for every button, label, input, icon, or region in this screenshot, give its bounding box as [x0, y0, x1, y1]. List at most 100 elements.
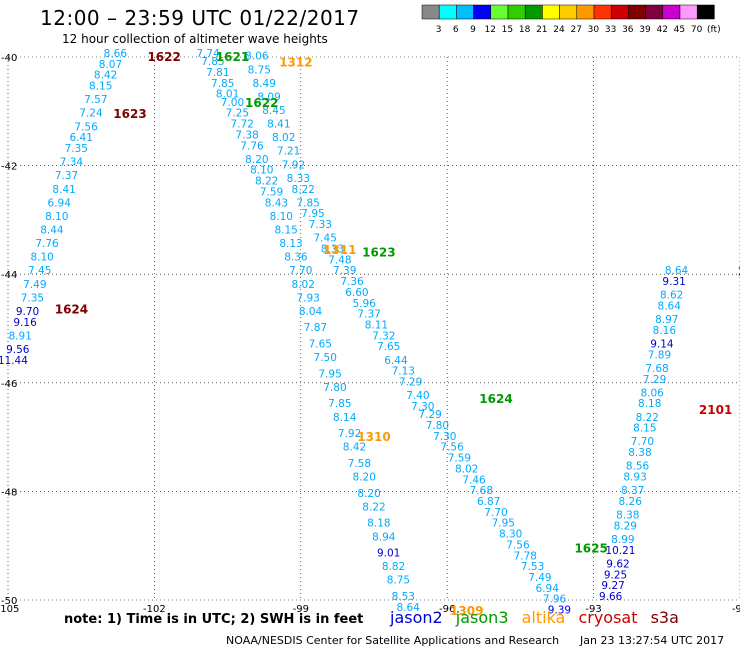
- data-point-label: 7.78: [514, 550, 537, 562]
- pass-time-annotation: 1310: [357, 430, 390, 444]
- colorbar-label: 39: [639, 25, 651, 35]
- data-point-label: 8.44: [40, 224, 64, 236]
- data-point-label: 9.01: [377, 548, 400, 560]
- data-point-label: 7.56: [440, 442, 464, 454]
- data-point-label: 8.15: [633, 423, 656, 435]
- data-point-label: 7.85: [211, 78, 234, 90]
- data-point-label: 8.15: [274, 224, 297, 236]
- timestamp-text: Jan 23 13:27:54 UTC 2017: [580, 634, 725, 647]
- data-point-label: 7.96: [543, 594, 567, 606]
- data-point-label: 7.56: [506, 539, 530, 551]
- pass-time-annotation: 1312: [279, 55, 312, 69]
- colorbar-label: 30: [588, 25, 600, 35]
- data-point-label: 8.37: [621, 485, 644, 497]
- data-point-label: 8.93: [623, 472, 646, 484]
- data-point-label: 8.22: [292, 184, 315, 196]
- data-point-label: 7.76: [240, 140, 264, 152]
- colorbar-label: 42: [656, 25, 667, 35]
- pass-time-annotation: 1623: [362, 245, 395, 259]
- data-point-label: 8.94: [372, 531, 396, 543]
- data-point-label: 8.11: [365, 320, 388, 332]
- data-point-label: 8.18: [638, 398, 661, 410]
- data-point-label: 8.16: [653, 325, 677, 337]
- data-point-label: 7.49: [23, 279, 46, 291]
- data-point-label: 8.22: [636, 412, 659, 424]
- data-point-label: 8.10: [270, 211, 293, 223]
- data-point-label: 7.30: [411, 401, 434, 413]
- data-point-label: 7.37: [357, 309, 380, 321]
- colorbar-label: 27: [570, 25, 581, 35]
- data-point-label: 7.48: [328, 254, 351, 266]
- data-point-label: 8.09: [257, 91, 280, 103]
- x-tick-label: -93: [585, 604, 601, 615]
- data-point-label: 9.14: [650, 339, 674, 351]
- legend-jason3: jason3: [455, 608, 509, 627]
- data-point-label: 7.93: [296, 292, 319, 304]
- data-point-label: 7.76: [35, 238, 59, 250]
- colorbar-label: 21: [536, 25, 547, 35]
- data-point-label: 8.64: [396, 602, 420, 614]
- data-point-label: 7.70: [289, 265, 312, 277]
- data-point-label: 7.92: [282, 159, 305, 171]
- pass-time-annotation: 1621: [216, 50, 249, 64]
- data-point-label: 9.62: [606, 558, 629, 570]
- data-point-label: 6.41: [70, 132, 93, 144]
- data-point-label: 7.59: [260, 186, 283, 198]
- pass-time-annotation: 1624: [55, 302, 88, 316]
- colorbar-label: 36: [622, 25, 634, 35]
- data-point-label: 7.35: [21, 292, 44, 304]
- data-point-label: 10.21: [605, 545, 635, 557]
- y-tick-label: -44: [1, 270, 17, 281]
- data-point-label: 7.21: [277, 146, 300, 158]
- data-point-label: 8.45: [262, 105, 285, 117]
- data-point-label: 7.74: [196, 48, 220, 60]
- data-point-label: 8.53: [392, 591, 415, 603]
- data-point-label: 9.39: [548, 605, 571, 617]
- y-tick-label: -46: [1, 379, 17, 390]
- pass-time-annotation: 2100: [738, 264, 740, 278]
- data-point-label: 8.06: [640, 387, 664, 399]
- data-point-label: 6.94: [48, 197, 72, 209]
- data-point-label: 6.94: [536, 583, 560, 595]
- data-point-label: 7.53: [521, 561, 544, 573]
- data-point-label: 8.33: [321, 243, 344, 255]
- data-point-label: 7.37: [55, 170, 78, 182]
- x-tick-label: -99: [293, 604, 309, 615]
- colorbar-label: 15: [502, 25, 513, 35]
- data-point-label: 8.15: [89, 81, 112, 93]
- data-point-label: 7.70: [631, 436, 654, 448]
- data-point-label: 7.72: [231, 119, 254, 131]
- data-point-label: 9.16: [13, 317, 37, 329]
- data-point-label: 7.50: [314, 352, 337, 364]
- data-point-label: 8.02: [292, 279, 315, 291]
- data-point-label: 9.66: [599, 591, 623, 603]
- chart-subtitle: 12 hour collection of altimeter wave hei…: [62, 32, 328, 46]
- data-point-label: 8.56: [626, 461, 650, 473]
- data-point-label: 8.99: [611, 534, 634, 546]
- data-point-label: 7.95: [301, 208, 324, 220]
- colorbar-label: 12: [484, 25, 495, 35]
- data-point-label: 7.85: [328, 398, 351, 410]
- data-point-label: 7.58: [348, 458, 371, 470]
- data-point-label: 7.49: [528, 572, 551, 584]
- data-point-label: 7.46: [462, 474, 486, 486]
- data-point-label: 7.36: [340, 276, 364, 288]
- pass-time-annotation: 1624: [479, 392, 512, 406]
- data-point-label: 7.00: [221, 97, 244, 109]
- data-point-label: 8.41: [267, 119, 290, 131]
- data-point-label: 8.42: [94, 70, 117, 82]
- data-point-label: 9.25: [604, 569, 627, 581]
- data-point-label: 8.42: [343, 442, 366, 454]
- data-point-label: 7.56: [74, 121, 98, 133]
- data-point-label: 8.04: [299, 306, 323, 318]
- data-point-label: 8.82: [382, 561, 405, 573]
- pass-time-annotation: 1311: [323, 243, 356, 257]
- data-point-label: 7.34: [60, 157, 84, 169]
- data-point-label: 8.91: [9, 330, 32, 342]
- x-tick-label: -105: [0, 604, 19, 615]
- data-point-label: 8.49: [253, 78, 276, 90]
- pass-time-annotation: 1625: [574, 541, 607, 555]
- data-point-label: 7.68: [645, 363, 668, 375]
- data-point-label: 9.56: [6, 344, 30, 356]
- data-point-label: 7.85: [296, 197, 319, 209]
